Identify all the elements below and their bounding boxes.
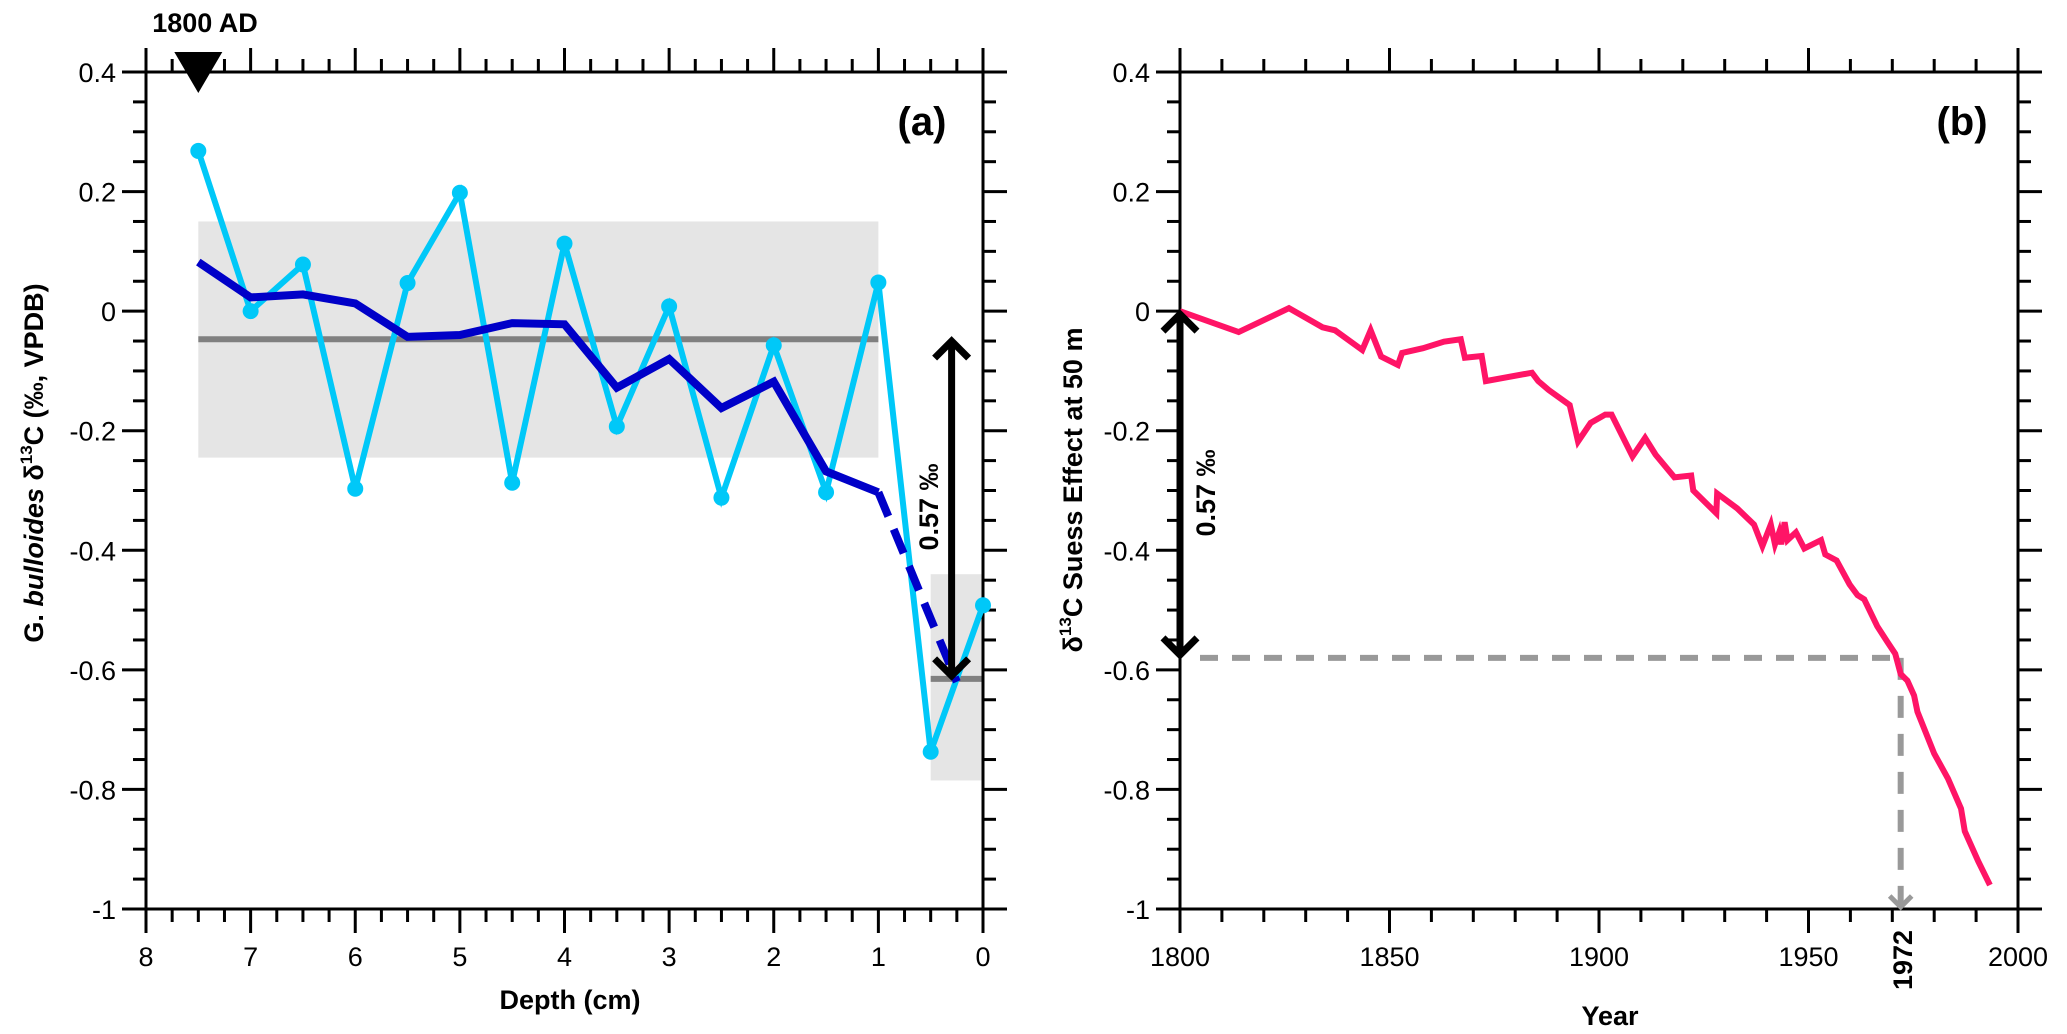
ylabel-part: δ [19,464,49,488]
series-running-mean-line [196,258,880,497]
panel-a-y-tick-label: 0.4 [78,58,116,88]
panel-b-y-tick-label: -0.8 [1103,775,1150,805]
panel-a-x-tick-label: 4 [557,942,572,972]
reference-arrowhead-icon [1887,894,1914,911]
data-point [399,275,416,292]
data-point [451,184,468,201]
panel-b-y-tick-label: 0.4 [1112,58,1150,88]
panel-a-label: (a) [898,100,947,144]
ylabel-part: δ [1058,636,1088,652]
data-point [556,235,573,252]
panel-b-x-axis-title: Year [1581,1001,1639,1031]
panel-a-x-tick-label: 5 [452,942,467,972]
panel-b-y-tick-label: -0.2 [1103,417,1150,447]
panel-b-data [1160,304,1993,911]
ylabel-superscript: 13 [1056,617,1075,636]
panel-b-difference-label: 0.57 ‰ [1191,449,1221,536]
panel-b-x-tick-label: 1900 [1569,942,1629,972]
panel-a-y-tick-label: -0.2 [69,417,116,447]
panel-a-x-tick-label: 1 [871,942,886,972]
series-running-mean-dashed [874,490,961,684]
arrowhead-up-icon [1160,309,1200,334]
series-suess-effect-line [1178,304,1993,887]
panel-a-x-tick-label: 3 [662,942,677,972]
panel-b-x-tick-label: 2000 [1988,942,2048,972]
ylabel-superscript: 13 [17,445,36,464]
panel-b-x-tick-label: 1800 [1150,942,1210,972]
series-g-bulloides-line [195,149,986,753]
marker-triangle-icon [174,52,223,93]
panel-a-x-tick-label: 2 [766,942,781,972]
panel-b-y-tick-label: 0.2 [1112,178,1150,208]
panel-a-x-tick-label: 7 [243,942,258,972]
data-point [608,418,625,435]
panel-a-data [174,52,991,760]
data-point [294,256,311,273]
ylabel-italic: bulloides [19,488,49,607]
panel-a-y-axis-title: G. bulloides δ13C (‰, VPDB) [17,283,49,642]
panel-a-y-tick-label: -0.4 [69,536,116,566]
ylabel-part: G. [19,607,49,643]
panel-a-y-tick-label: -1 [92,895,116,925]
panel-a-y-tick-label: 0 [101,297,116,327]
data-point [870,274,887,291]
panel-b-axes: 1800 1850 1900 1950 2000 0.4 0.2 0 -0.2 -0.4 -0.6 -… [1103,48,2048,972]
panel-b-x-tick-label: 1850 [1359,942,1419,972]
panel-a-x-tick-label: 6 [348,942,363,972]
data-point [504,474,521,491]
panel-a-x-tick-label: 0 [975,942,990,972]
ylabel-part: C (‰, VPDB) [19,283,49,445]
panel-b-y-tick-label: 0 [1135,297,1150,327]
panel-a-y-tick-label: -0.6 [69,656,116,686]
ylabel-part: C Suess Effect at 50 m [1058,328,1088,618]
panel-a-difference-label: 0.57 ‰ [914,463,944,550]
panel-b-y-axis-title: δ13C Suess Effect at 50 m [1056,328,1088,653]
panel-a-y-tick-label: -0.8 [69,775,116,805]
data-point [922,743,939,760]
data-point [347,480,364,497]
panel-b-label: (b) [1936,100,1987,144]
panel-a-x-tick-label: 8 [138,942,153,972]
panel-b-y-tick-label: -1 [1126,895,1150,925]
data-point [713,489,730,506]
panel-b-y-tick-label: -0.6 [1103,656,1150,686]
data-point [242,303,259,320]
arrowhead-down-icon [932,656,972,681]
panel-a-shading [198,221,983,781]
marker-1800ad-label: 1800 AD [152,8,258,38]
data-point [818,484,835,501]
panel-a-axes: 8 7 6 5 4 3 2 1 0 0.4 0.2 0 -0.2 -0.4 -0.6 -0.8 -1 [69,48,1007,972]
data-point [190,142,207,159]
panel-a: 8 7 6 5 4 3 2 1 0 0.4 0.2 0 -0.2 -0.4 -0.6 -0.8 -1 (a) D… [17,8,1007,1015]
year-1972-label: 1972 [1888,930,1918,990]
data-point [765,337,782,354]
panel-b-x-tick-label: 1950 [1778,942,1838,972]
panel-a-y-tick-label: 0.2 [78,178,116,208]
data-point [975,597,991,614]
arrowhead-up-icon [932,336,972,361]
panel-b: 1800 1850 1900 1950 2000 0.4 0.2 0 -0.2 -0.4 -0.6 -… [1056,48,2048,1031]
panel-b-y-tick-label: -0.4 [1103,536,1150,566]
arrowhead-down-icon [1160,635,1200,660]
panel-a-x-axis-title: Depth (cm) [500,985,641,1015]
data-point [661,298,678,315]
